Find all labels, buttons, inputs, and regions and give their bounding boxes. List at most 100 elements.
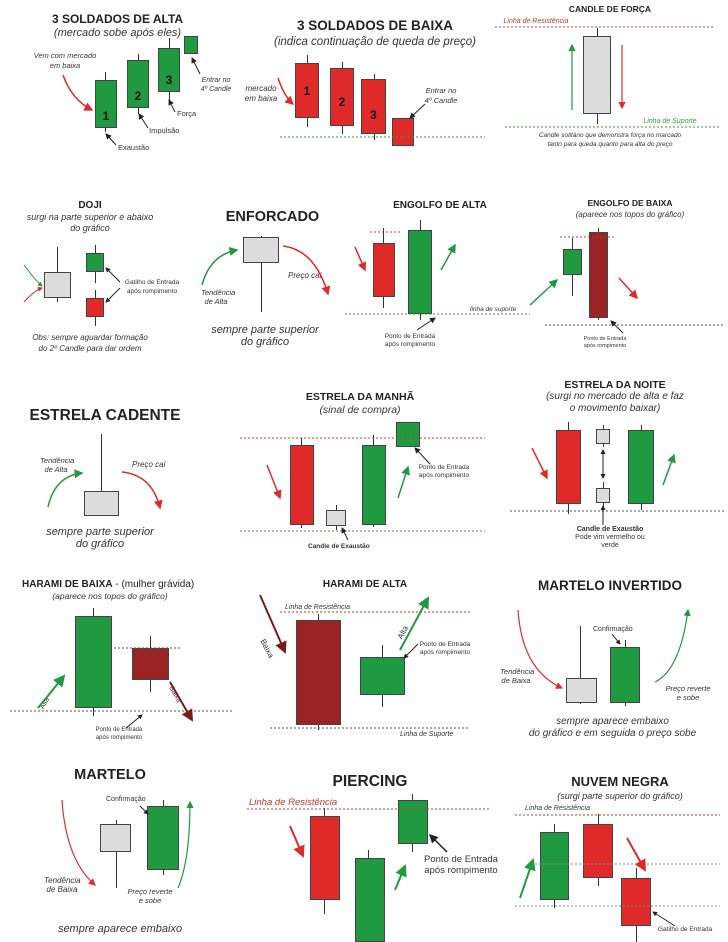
label-resistencia-nuvem: Linha de Resistência [525, 805, 590, 812]
note-ponto-piercing: Ponto de Entrada após rompimento [424, 854, 498, 876]
note-mercado-baixa: Vem com mercado em baixa [33, 51, 97, 70]
candle-manha-exaustao [326, 510, 346, 526]
panel-estrela-noite: ESTRELA DA NOITE (surgi no mercado de al… [500, 370, 728, 560]
title-enforcado: ENFORCADO [225, 209, 320, 225]
candle-confirmacao-invertido [610, 647, 640, 703]
candle-nuvem-verde [540, 832, 569, 900]
caption-enforcado: sempre parte superior do gráfico [211, 324, 319, 348]
candle-soldado-1: 1 [95, 80, 117, 128]
subtitle-estrela-noite: (surgi no mercado de alta e faz o movime… [546, 391, 684, 414]
label-preco-cai-enforcado: Preço cai [288, 271, 322, 280]
title-estrela-cadente: ESTRELA CADENTE [29, 407, 181, 424]
candle-baixa-3: 3 [361, 79, 386, 134]
label-tendencia-alta-cadente: Tendência de Alta [40, 456, 75, 474]
candle-manha-verde [362, 445, 386, 525]
note-ponto-harami-baixa: Ponto de Entrada após rompimento [95, 727, 143, 741]
panel-doji: DOJI surgi na parte superior e abaixo do… [0, 190, 185, 370]
candle-harami-alta-verde [360, 657, 405, 695]
candle-soldado-2: 2 [127, 60, 149, 108]
title-candle-forca: CANDLE DE FORÇA [568, 4, 652, 14]
label-tendencia-baixa-martelo: Tendência de Baixa [44, 876, 81, 894]
label-resistencia-piercing: Linha de Resistência [249, 797, 338, 808]
subtitle-doji: surgi na parte superior e abaixo do gráf… [26, 212, 154, 233]
title-estrela-noite: ESTRELA DA NOITE [564, 379, 666, 391]
title-harami-alta: HARAMI DE ALTA [322, 579, 408, 590]
candle-baixa-2: 2 [330, 68, 354, 126]
panel-estrela-cadente: ESTRELA CADENTE Tendência de Alta Preço … [0, 380, 230, 560]
subtitle-tres-soldados-alta: (mercado sobe após eles) [53, 27, 182, 39]
candle-entrada-baixa [392, 118, 414, 146]
label-preco-reverte-invertido: Preço reverte e sobe [665, 684, 711, 702]
label-gatilho-nuvem: Gatilho de Entrada [658, 926, 713, 933]
panel-engolfo-baixa: ENGOLFO DE BAIXA (aparece nos topos do g… [529, 190, 728, 370]
title-tres-soldados-alta: 3 SOLDADOS DE ALTA [51, 12, 184, 26]
label-baixa-harami-alta: Baixa [258, 637, 276, 660]
title-martelo: MARTELO [74, 767, 146, 783]
subtitle-tres-soldados-baixa: (indica continuação de queda de preço) [273, 36, 477, 48]
title-engolfo-alta: ENGOLFO DE ALTA [393, 200, 487, 211]
label-tendencia-baixa-invertido: Tendência de Baixa [500, 667, 535, 685]
panel-martelo-invertido: MARTELO INVERTIDO Confirmação Tendência … [500, 570, 728, 750]
candle-piercing-vermelho [310, 816, 340, 900]
candle-doji-verde [86, 253, 104, 272]
caption-martelo-invertido: sempre aparece embaixo do gráfico e em s… [528, 716, 697, 739]
label-forca: Força [177, 109, 197, 118]
title-piercing: PIERCING [332, 773, 408, 790]
candle-piercing-verde [355, 858, 385, 942]
label-suporte-harami: Linha de Suporte [400, 731, 454, 738]
subtitle-nuvem-negra: (surgi parte superior do gráfico) [557, 791, 683, 801]
candle-confirmacao-martelo [147, 806, 179, 870]
title-engolfo-baixa: ENGOLFO DE BAIXA [587, 198, 673, 208]
candle-manha-vermelho [290, 445, 314, 525]
note-entrar-quarto: Entrar no 4º Candle [200, 77, 232, 93]
candle-harami-alta-vermelho [296, 620, 341, 725]
candle-doji [44, 272, 71, 298]
candle-nuvem-vermelho [583, 824, 613, 878]
caption-martelo: sempre aparece embaixo [57, 923, 183, 935]
title-nuvem-negra: NUVEM NEGRA [571, 774, 669, 789]
candle-soldado-3: 3 [158, 48, 180, 92]
label-alta-harami: Alta [38, 696, 52, 711]
label-tendencia-alta-enforcado: Tendência de Alta [201, 288, 236, 306]
label-suporte-forca: Linha de Suporte [643, 118, 697, 125]
panel-tres-soldados-baixa: 3 SOLDADOS DE BAIXA (indica continuação … [240, 0, 495, 180]
panel-estrela-manha: ESTRELA DA MANHÃ (sinal de compra) Ponto… [230, 380, 500, 560]
subtitle-harami-baixa: (aparece nos topos do gráfico) [52, 591, 168, 601]
label-alta-harami-alta: Alta [395, 624, 411, 641]
caption-estrela-cadente: sempre parte superior do gráfico [46, 526, 154, 550]
label-preco-reverte-martelo: Preço reverte e sobe [127, 887, 173, 905]
candle-nuvem-entrada [621, 878, 651, 926]
candle-engolfo-baixa-verde [563, 249, 582, 275]
title-martelo-invertido: MARTELO INVERTIDO [538, 578, 682, 593]
note-entrar-quarto-baixa: Entrar no 4º Candle [424, 86, 458, 105]
candle-martelo-invertido [566, 678, 597, 703]
label-linha-suporte-engolfo: linha de suporte [470, 306, 517, 313]
candle-manha-entrada [396, 422, 420, 447]
candle-martelo [100, 824, 131, 852]
label-baixa-harami: Baixa [167, 685, 183, 704]
label-exaustao-noite-sub: Pode vim vermelho ou verde [575, 534, 645, 549]
label-exaustao-manha: Candle de Exaustão [308, 543, 370, 550]
candle-harami-baixa-verde [75, 616, 112, 708]
panel-enforcado: ENFORCADO Preço cai Tendência de Alta se… [185, 190, 345, 370]
candle-forca [583, 36, 611, 114]
label-exaustao: Exaustão [118, 143, 150, 152]
panel-martelo: MARTELO Confirmação Tendência de Baixa P… [0, 760, 235, 942]
candle-noite-fundo [596, 488, 610, 503]
candle-engolfo-vermelho [373, 243, 395, 297]
label-confirmacao-invertido: Confirmação [593, 626, 633, 633]
note-ponto-harami-alta: Ponto de Entrada após rompimento [419, 641, 471, 656]
panel-harami-baixa: HARAMI DE BAIXA - (mulher grávida) (apar… [0, 570, 240, 750]
candle-enforcado [243, 237, 279, 263]
title-harami-baixa: HARAMI DE BAIXA - (mulher grávida) [22, 579, 195, 590]
candle-baixa-1: 1 [295, 63, 319, 118]
candle-noite-vermelho [556, 430, 581, 504]
candle-noite-verde [628, 430, 654, 504]
title-doji: DOJI [78, 200, 102, 211]
panel-candle-forca: CANDLE DE FORÇA Linha de Resistência Lin… [495, 0, 728, 180]
panel-piercing: PIERCING Linha de Resistência Ponto de E… [235, 760, 505, 942]
candle-harami-baixa-vermelho [132, 648, 169, 680]
note-mercado-em-baixa: mercado em baixa [244, 84, 278, 103]
panel-nuvem-negra: NUVEM NEGRA (surgi parte superior do grá… [505, 760, 728, 942]
candle-estrela-cadente [84, 491, 119, 516]
